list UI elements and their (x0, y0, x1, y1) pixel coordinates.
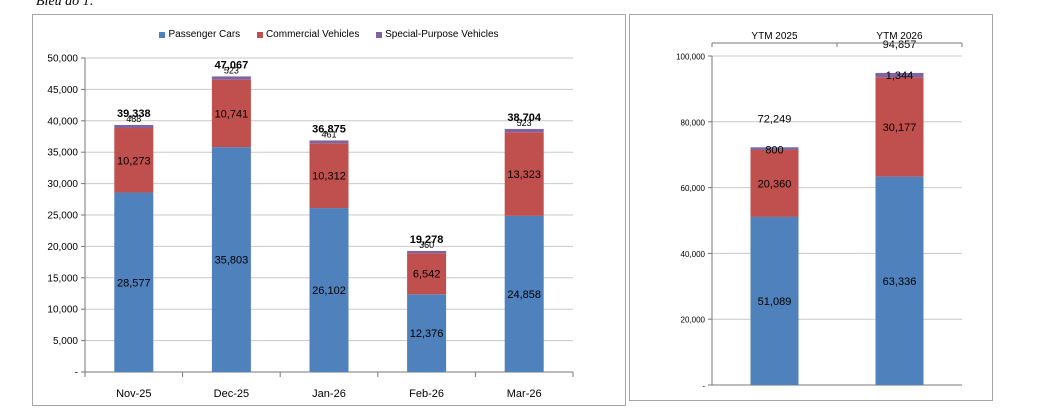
legend-item-commercial-vehicles: Commercial Vehicles (256, 29, 360, 40)
legend-item-special-purpose-vehicles: Special-Purpose Vehicles (376, 29, 499, 40)
total-label: 39,338 (117, 108, 151, 120)
data-label-commercial: 13,323 (507, 169, 541, 181)
data-label-special: 488 (126, 114, 141, 124)
monthly-sales-plot: - 5,000 10,000 15,000 20,000 25,000 30,000 35,0… (47, 54, 574, 400)
data-label-commercial: 20,360 (758, 178, 792, 190)
total-label: 38,704 (507, 112, 542, 124)
legend-label-passenger: Passenger Cars (168, 29, 241, 40)
legend-swatch-passenger (159, 31, 166, 38)
bar-segment-passenger (504, 215, 544, 372)
data-label-special: 461 (321, 129, 336, 139)
bar-segment-special (211, 76, 251, 80)
data-label-passenger: 26,102 (312, 285, 346, 297)
y-tick-label: 5,000 (53, 336, 78, 347)
bar-segment-commercial (309, 143, 349, 209)
y-tick-label: 25,000 (47, 211, 78, 222)
data-label-passenger: 35,803 (215, 255, 249, 267)
bar-segment-passenger (407, 294, 447, 372)
data-label-commercial: 6,542 (413, 269, 441, 281)
y-tick-label: 15,000 (47, 273, 78, 284)
legend-swatch-commercial (256, 31, 263, 38)
bar-segment-passenger (875, 176, 924, 385)
bar-segment-special (309, 140, 349, 144)
bar-segment-special (114, 124, 154, 129)
bar-segment-passenger (750, 216, 799, 385)
y-tick-label: 100,000 (676, 53, 705, 62)
legend-swatch-special (376, 31, 383, 38)
total-label: 72,249 (758, 113, 792, 125)
x-category-label: YTM 2025 (751, 31, 798, 42)
bar-segment-special (750, 147, 799, 150)
total-label: 19,278 (410, 234, 444, 246)
bar-segment-special (504, 128, 544, 133)
y-tick-label: 20,000 (47, 242, 78, 253)
data-label-commercial: 30,177 (883, 122, 917, 134)
y-tick-label: 80,000 (681, 118, 706, 127)
data-label-commercial: 10,312 (312, 171, 346, 183)
data-label-special: 1,344 (886, 70, 914, 82)
chart-legend: Passenger Cars Commercial Vehicles Speci… (33, 29, 625, 40)
bar-segment-commercial (750, 149, 799, 217)
bar-segment-commercial (407, 253, 447, 295)
bar-segment-commercial (504, 132, 544, 216)
data-label-special: 523 (224, 65, 239, 75)
figure-caption: Biểu đồ 1: (36, 0, 95, 9)
y-tick-label: 10,000 (47, 305, 78, 316)
bar-segment-passenger (114, 192, 154, 372)
y-tick-label: 30,000 (47, 179, 78, 190)
y-tick-label: 50,000 (47, 54, 78, 65)
y-tick-label: - (75, 368, 78, 379)
data-label-special: 360 (419, 240, 434, 250)
legend-item-passenger-cars: Passenger Cars (159, 29, 240, 40)
data-label-passenger: 28,577 (117, 277, 151, 289)
bar-segment-commercial (211, 79, 251, 148)
data-label-special: 800 (765, 144, 783, 156)
monthly-sales-chart: Passenger Cars Commercial Vehicles Speci… (32, 14, 626, 406)
y-tick-label: 40,000 (681, 250, 706, 259)
y-tick-label: 20,000 (681, 316, 706, 325)
x-category-label: Mar-26 (507, 388, 542, 400)
data-label-passenger: 51,089 (758, 296, 792, 308)
x-category-label: Dec-25 (214, 388, 249, 400)
ytm-sales-plot: - 20,000 40,000 60,000 80,000 100,000 51,089 20… (676, 31, 963, 391)
x-category-label: YTM 2026 (876, 31, 923, 42)
bar-segment-special (875, 72, 924, 78)
bar-segment-special (407, 250, 447, 254)
data-label-commercial: 10,273 (117, 155, 151, 167)
y-tick-label: 60,000 (681, 184, 706, 193)
y-tick-label: 45,000 (47, 85, 78, 96)
y-tick-label: 35,000 (47, 148, 78, 159)
bar-segment-passenger (211, 147, 251, 372)
legend-label-commercial: Commercial Vehicles (265, 29, 360, 40)
y-tick-label: - (702, 382, 705, 391)
x-category-label: Nov-25 (116, 388, 151, 400)
legend-label-special: Special-Purpose Vehicles (385, 29, 499, 40)
ytm-sales-chart: - 20,000 40,000 60,000 80,000 100,000 51,089 20… (629, 14, 993, 401)
bar-segment-passenger (309, 208, 349, 372)
total-label: 36,875 (312, 123, 346, 135)
data-label-passenger: 63,336 (883, 276, 917, 288)
total-label: 47,067 (215, 59, 249, 71)
y-tick-label: 40,000 (47, 116, 78, 127)
x-category-label: Feb-26 (409, 388, 444, 400)
data-label-commercial: 10,741 (215, 108, 249, 120)
data-label-passenger: 24,858 (507, 289, 541, 301)
data-label-special: 523 (517, 118, 532, 128)
data-label-passenger: 12,376 (410, 328, 444, 340)
bar-segment-commercial (875, 77, 924, 177)
x-category-label: Jan-26 (312, 388, 346, 400)
bar-segment-commercial (114, 128, 154, 193)
total-label: 94,857 (883, 39, 917, 51)
